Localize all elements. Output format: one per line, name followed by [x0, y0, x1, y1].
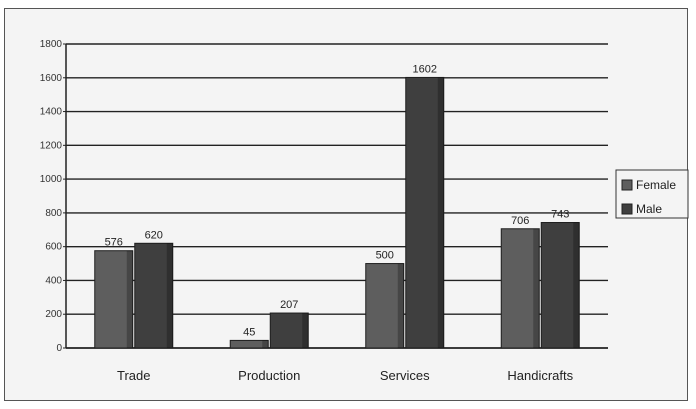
- bar-female-services: [365, 263, 405, 349]
- y-tick-label: 1000: [40, 174, 63, 185]
- y-tick-label: 1400: [40, 107, 63, 118]
- legend-swatch-female: [621, 179, 633, 191]
- data-label: 1602: [413, 63, 437, 75]
- bar-shade: [533, 228, 540, 348]
- bar-shade: [397, 263, 404, 348]
- y-tick-label: 1800: [40, 39, 63, 50]
- bar-shade: [437, 77, 444, 348]
- y-tick-label: 1600: [40, 73, 63, 84]
- data-label: 620: [145, 229, 163, 241]
- data-label: 706: [511, 215, 529, 227]
- x-category-label: Trade: [117, 368, 150, 383]
- bar-shade: [166, 243, 173, 348]
- bar-shade: [126, 250, 133, 348]
- legend-label-female: Female: [636, 178, 676, 192]
- y-tick-label: 600: [45, 242, 62, 253]
- data-label: 207: [280, 299, 298, 311]
- bar-male-trade: [134, 242, 174, 349]
- data-label: 500: [376, 250, 394, 262]
- y-tick-label: 400: [45, 275, 62, 286]
- legend-swatch-male: [621, 203, 633, 215]
- x-category-label: Handicrafts: [507, 368, 573, 383]
- y-tick-label: 800: [45, 208, 62, 219]
- bar-male-services: [405, 76, 445, 349]
- y-tick-label: 200: [45, 309, 62, 320]
- bar-shade: [262, 340, 269, 348]
- bar-shade: [573, 222, 580, 348]
- y-tick-label: 0: [56, 343, 62, 354]
- data-label: 743: [551, 209, 569, 221]
- x-category-label: Services: [380, 368, 430, 383]
- bar-shade: [302, 313, 309, 348]
- data-label: 576: [105, 237, 123, 249]
- y-tick-label: 1200: [40, 140, 63, 151]
- bar-male-handicrafts: [540, 222, 580, 349]
- x-category-label: Production: [238, 368, 300, 383]
- bar-female-trade: [94, 250, 134, 349]
- bar-male-production: [269, 312, 309, 349]
- bar-female-production: [229, 339, 269, 349]
- legend-label-male: Male: [636, 202, 662, 216]
- bar-female-handicrafts: [500, 228, 540, 349]
- data-label: 45: [243, 326, 255, 338]
